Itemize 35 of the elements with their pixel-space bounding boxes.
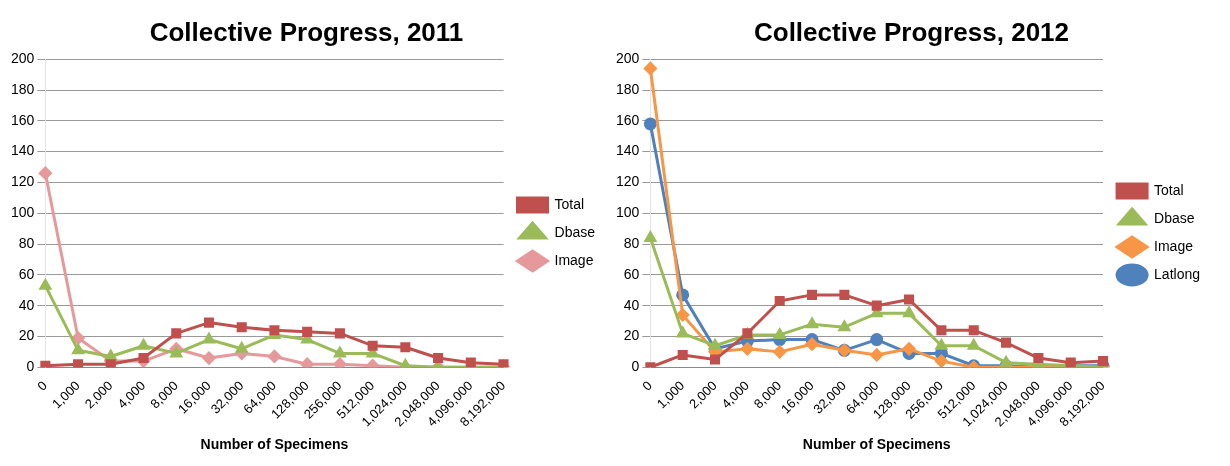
y-tick-label: 200 <box>11 50 35 67</box>
y-tick-label: 120 <box>11 173 35 190</box>
y-tick-label: 80 <box>18 234 35 251</box>
legend-label: Image <box>554 251 594 268</box>
x-tick-label: 0 <box>639 377 656 394</box>
legend-label: Total <box>1154 181 1184 198</box>
y-tick-label: 20 <box>18 327 35 344</box>
y-tick-label: 40 <box>623 296 640 313</box>
x-tick-label: 0 <box>34 377 51 394</box>
legend-label: Dbase <box>554 223 596 240</box>
chart-title: Collective Progress, 2011 <box>149 16 464 47</box>
y-tick-label: 160 <box>11 111 35 128</box>
legend-label: Image <box>1154 237 1194 254</box>
x-axis-title: Number of Specimens <box>200 436 349 453</box>
y-tick-label: 60 <box>18 265 35 282</box>
y-tick-label: 100 <box>11 204 35 221</box>
chart-title: Collective Progress, 2012 <box>753 16 1070 47</box>
y-tick-label: 0 <box>26 358 35 375</box>
y-tick-label: 20 <box>623 327 640 344</box>
y-tick-label: 180 <box>11 80 35 97</box>
y-tick-label: 120 <box>616 173 640 190</box>
y-tick-label: 60 <box>623 265 640 282</box>
y-tick-label: 100 <box>616 204 640 221</box>
legend-label: Total <box>554 195 585 212</box>
y-tick-label: 140 <box>616 142 640 159</box>
y-tick-label: 140 <box>11 142 35 159</box>
legend-label: Latlong <box>1154 265 1201 282</box>
y-tick-label: 160 <box>616 111 640 128</box>
y-tick-label: 0 <box>631 358 640 375</box>
y-tick-label: 180 <box>616 80 640 97</box>
y-tick-label: 200 <box>616 50 640 67</box>
y-tick-label: 40 <box>18 296 35 313</box>
y-tick-label: 80 <box>623 234 640 251</box>
x-axis-title: Number of Specimens <box>802 436 951 453</box>
legend-label: Dbase <box>1154 209 1195 226</box>
